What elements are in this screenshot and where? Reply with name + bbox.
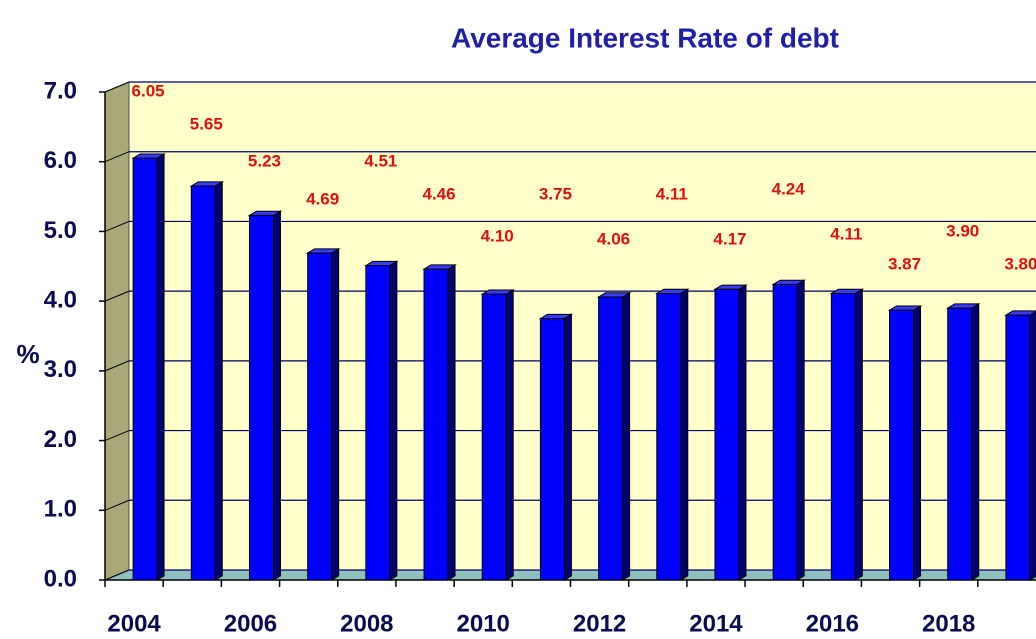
bar-side [854, 288, 863, 581]
x-tick-label: 2012 [573, 610, 626, 637]
bar [539, 318, 565, 581]
value-label: 4.11 [656, 184, 688, 203]
y-tick-label: 6.0 [44, 147, 77, 174]
y-tick-label: 3.0 [44, 356, 77, 383]
value-label: 6.05 [132, 81, 165, 100]
x-tick-label: 2016 [806, 610, 859, 637]
value-label: 4.69 [306, 189, 339, 208]
chart-title: Average Interest Rate of debt [451, 22, 839, 53]
value-label: 4.51 [364, 151, 397, 170]
bar [307, 252, 333, 581]
y-tick-label: 5.0 [44, 217, 77, 244]
bar-side [389, 260, 398, 581]
y-axis-label: % [16, 339, 39, 369]
x-tick-label: 2004 [107, 610, 161, 637]
value-label: 3.80 [1004, 254, 1036, 273]
bar-side [1029, 310, 1036, 581]
y-tick-label: 1.0 [44, 496, 77, 523]
value-label: 4.24 [772, 179, 806, 198]
y-tick-label: 4.0 [44, 286, 77, 313]
bar [714, 288, 740, 581]
grid-line [104, 569, 130, 581]
value-label: 4.10 [481, 226, 514, 245]
value-label: 5.23 [248, 151, 281, 170]
x-tick-label: 2018 [922, 610, 975, 637]
bar [1005, 314, 1031, 581]
value-label: 4.46 [422, 184, 455, 203]
value-label: 4.17 [713, 229, 746, 248]
bar-side [622, 291, 631, 581]
bar [248, 214, 274, 581]
bar-side [796, 279, 805, 581]
bar-side [563, 313, 572, 581]
grid-line [104, 360, 130, 372]
bar-side [156, 153, 165, 581]
value-label: 3.87 [888, 254, 921, 273]
grid-line [104, 220, 130, 232]
y-tick-label: 0.0 [44, 565, 77, 592]
value-label: 4.11 [830, 224, 862, 243]
grid-line [104, 430, 130, 442]
bar-side [505, 289, 514, 581]
bar [190, 185, 216, 581]
grid-line [104, 151, 130, 163]
value-label: 3.75 [539, 184, 572, 203]
bar-side [272, 210, 281, 581]
bar [947, 307, 973, 581]
bar-side [913, 305, 922, 581]
grid-line [104, 290, 130, 302]
bar-side [214, 181, 223, 581]
bar-side [971, 303, 980, 581]
bar-side [738, 284, 747, 581]
x-tick-label: 2010 [457, 610, 510, 637]
y-tick-label: 7.0 [44, 77, 77, 104]
x-tick-label: 2008 [340, 610, 393, 637]
grid-line [104, 499, 130, 511]
bar [423, 268, 449, 581]
bar [365, 265, 391, 581]
bar [830, 292, 856, 581]
bar [656, 292, 682, 581]
value-label: 4.06 [597, 229, 630, 248]
bar [132, 157, 158, 581]
bar-side [331, 247, 340, 581]
bar-side [680, 288, 689, 581]
value-label: 3.90 [946, 221, 979, 240]
x-tick-label: 2006 [224, 610, 277, 637]
bar [598, 296, 624, 581]
y-tick-label: 2.0 [44, 426, 77, 453]
bar [481, 293, 507, 581]
x-tick-label: 2014 [689, 610, 743, 637]
bar [772, 283, 798, 581]
bar-side [447, 263, 456, 581]
bar [889, 309, 915, 581]
value-label: 5.65 [190, 114, 223, 133]
grid-line [104, 81, 130, 93]
